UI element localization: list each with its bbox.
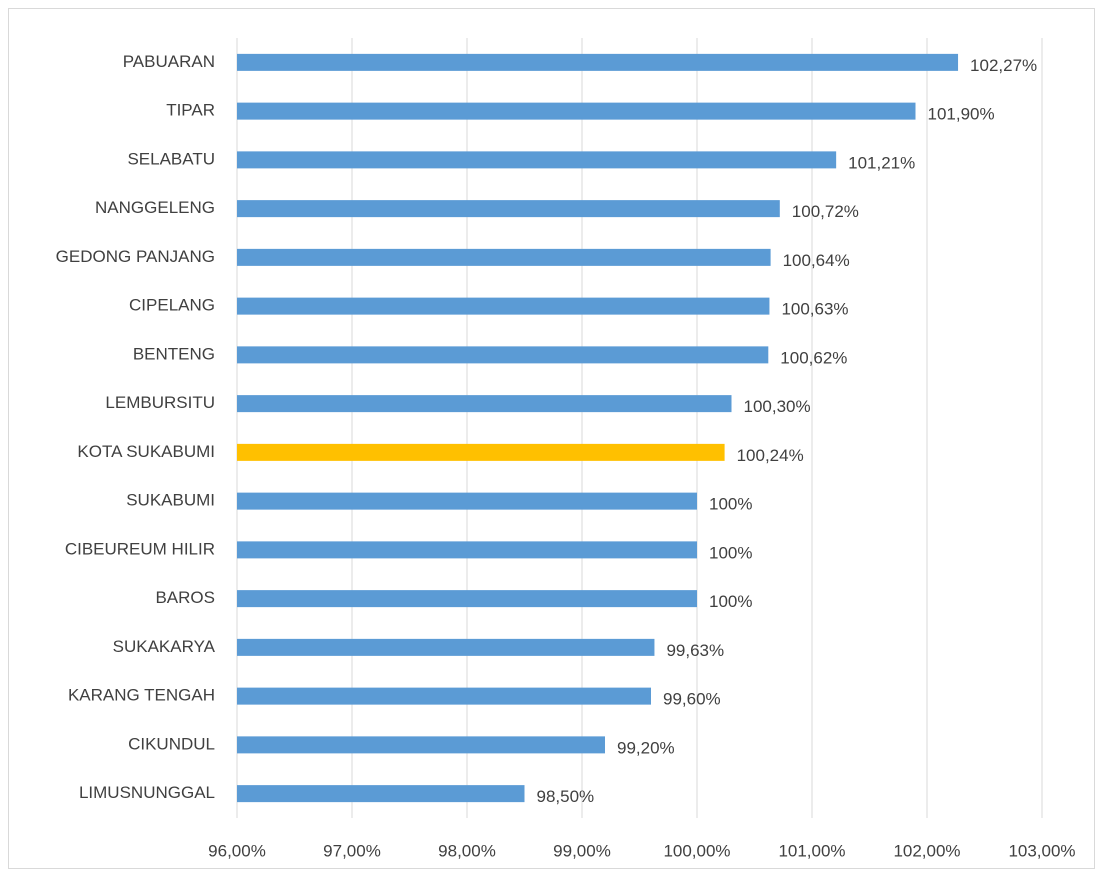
x-tick-label: 96,00% — [208, 841, 266, 860]
value-label: 99,63% — [666, 641, 724, 660]
value-label: 99,20% — [617, 738, 675, 757]
value-label: 100% — [709, 543, 752, 562]
value-label: 100,64% — [783, 251, 850, 270]
y-tick-label: SUKAKARYA — [113, 637, 216, 656]
value-label: 102,27% — [970, 56, 1037, 75]
value-label: 100,24% — [737, 446, 804, 465]
value-label: 101,21% — [848, 153, 915, 172]
value-label: 100% — [709, 495, 752, 514]
y-tick-label: GEDONG PANJANG — [56, 247, 215, 266]
bar — [237, 492, 697, 510]
bar — [237, 53, 959, 71]
bar — [237, 687, 651, 705]
bar — [237, 346, 769, 364]
y-tick-label: SELABATU — [127, 149, 215, 168]
bar — [237, 785, 525, 803]
y-tick-label: BENTENG — [133, 344, 215, 363]
x-tick-label: 103,00% — [1008, 841, 1075, 860]
y-tick-label: PABUARAN — [123, 52, 215, 71]
y-tick-label: TIPAR — [166, 101, 215, 120]
value-label: 100,63% — [781, 300, 848, 319]
bar — [237, 395, 732, 413]
bar — [237, 443, 725, 461]
y-tick-label: CIPELANG — [129, 296, 215, 315]
y-tick-label: SUKABUMI — [126, 491, 215, 510]
x-tick-label: 97,00% — [323, 841, 381, 860]
value-label: 100,72% — [792, 202, 859, 221]
bar — [237, 151, 837, 169]
bar — [237, 541, 697, 559]
y-tick-label: CIBEUREUM HILIR — [65, 539, 215, 558]
x-tick-label: 100,00% — [663, 841, 730, 860]
value-label: 99,60% — [663, 690, 721, 709]
x-tick-label: 101,00% — [778, 841, 845, 860]
x-tick-label: 99,00% — [553, 841, 611, 860]
bar — [237, 248, 771, 266]
bar — [237, 297, 770, 315]
bar — [237, 590, 697, 608]
value-label: 100,30% — [744, 397, 811, 416]
x-tick-label: 102,00% — [893, 841, 960, 860]
y-tick-label: LIMUSNUNGGAL — [79, 783, 215, 802]
bar — [237, 736, 605, 754]
y-tick-label: NANGGELENG — [95, 198, 215, 217]
value-label: 100% — [709, 592, 752, 611]
value-label: 101,90% — [928, 105, 995, 124]
bar — [237, 638, 655, 656]
bar — [237, 200, 780, 218]
value-label: 100,62% — [780, 348, 847, 367]
y-tick-label: KOTA SUKABUMI — [77, 442, 215, 461]
x-tick-label: 98,00% — [438, 841, 496, 860]
y-tick-label: LEMBURSITU — [105, 393, 215, 412]
y-tick-label: BAROS — [155, 588, 215, 607]
bar — [237, 102, 916, 120]
y-tick-label: KARANG TENGAH — [68, 686, 215, 705]
value-label: 98,50% — [537, 787, 595, 806]
y-tick-label: CIKUNDUL — [128, 734, 215, 753]
